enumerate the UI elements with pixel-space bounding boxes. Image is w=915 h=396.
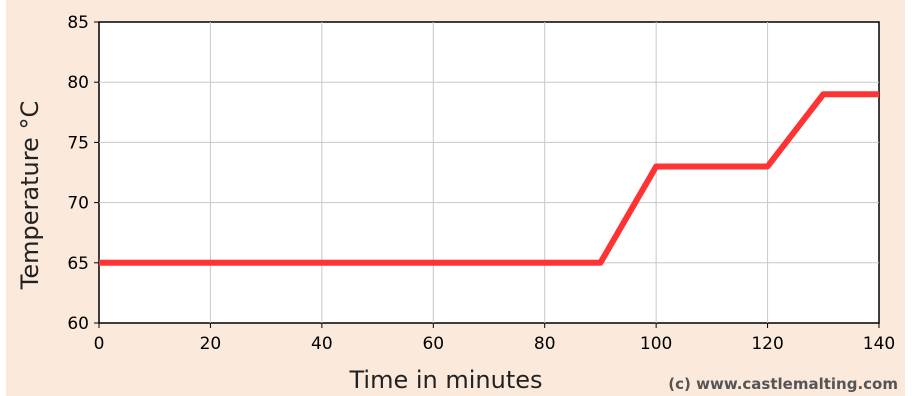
right-edge-band	[905, 0, 915, 396]
x-tick-label: 20	[200, 334, 222, 354]
credit-text: (c) www.castlemalting.com	[668, 375, 898, 393]
y-tick-label: 60	[67, 314, 89, 334]
x-tick-label: 100	[640, 334, 672, 354]
y-tick-label: 85	[67, 13, 89, 33]
x-axis-title: Time in minutes	[348, 366, 542, 394]
x-tick-label: 120	[751, 334, 783, 354]
left-edge-band	[0, 0, 6, 396]
y-tick-label: 75	[67, 133, 89, 153]
x-tick-label: 80	[534, 334, 556, 354]
y-tick-label: 80	[67, 73, 89, 93]
y-tick-label: 70	[67, 194, 89, 214]
x-tick-label: 0	[94, 334, 105, 354]
y-tick-label: 65	[67, 254, 89, 274]
x-tick-label: 140	[863, 334, 895, 354]
x-tick-label: 60	[422, 334, 444, 354]
x-tick-label: 40	[311, 334, 333, 354]
y-axis-title: Temperature °C	[16, 101, 44, 290]
series-lines	[99, 91, 879, 266]
plot-area	[98, 21, 880, 324]
y-tick-labels: 60 65 70 75 80 85	[67, 13, 89, 334]
temperature-series-line	[99, 91, 879, 266]
x-tick-labels: 0 20 40 60 80 100 120 140	[94, 334, 896, 354]
